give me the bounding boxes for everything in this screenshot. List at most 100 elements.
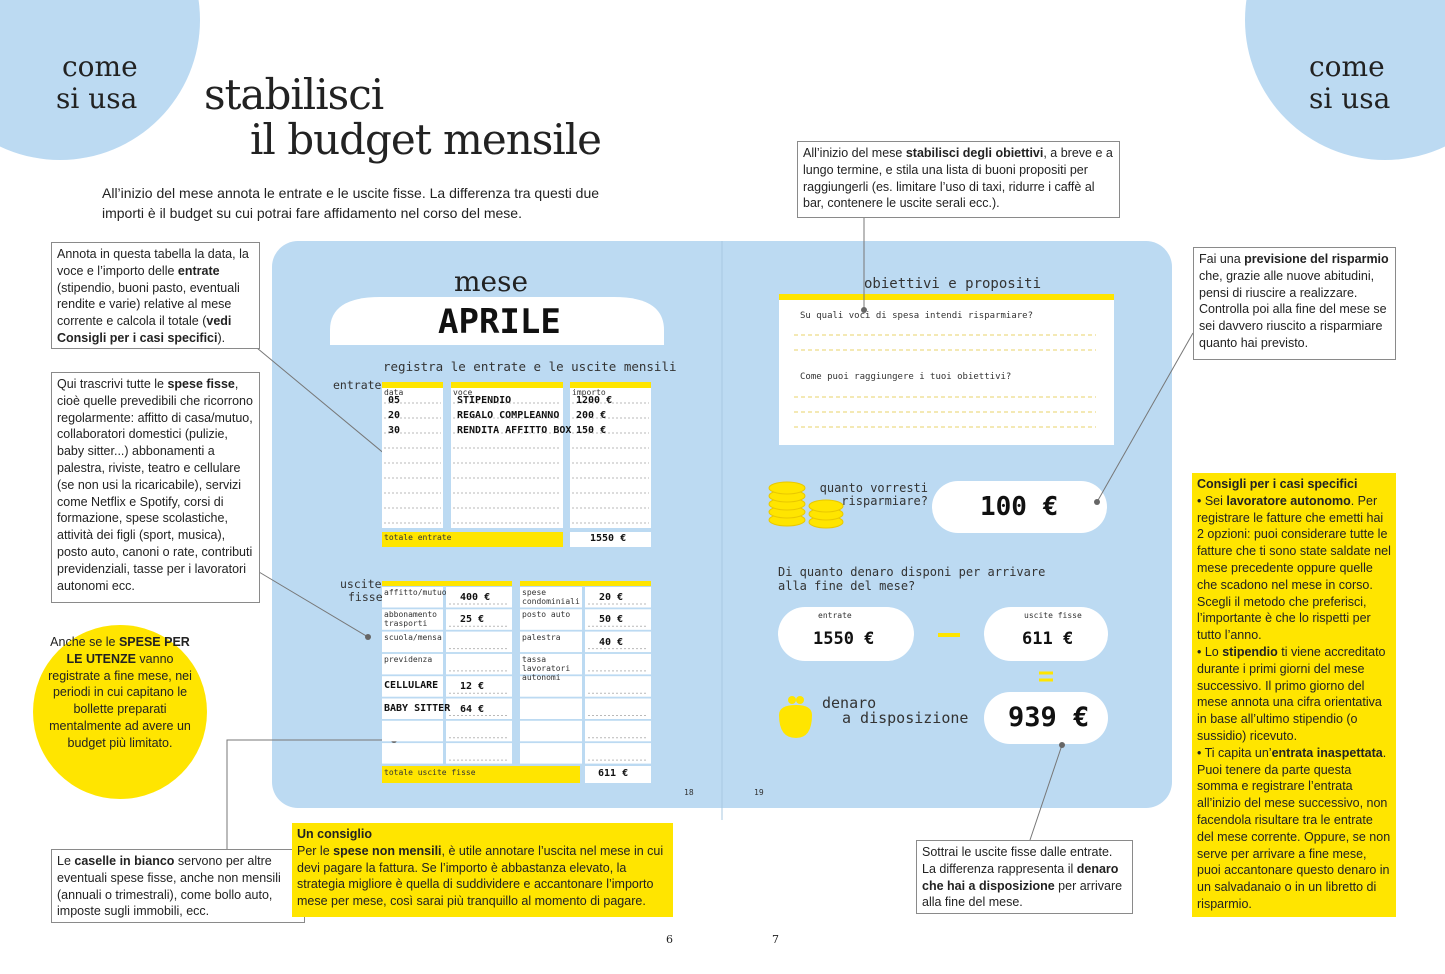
corner-label: come <box>62 50 138 83</box>
text: Fai una <box>1199 252 1245 266</box>
label-cell <box>520 720 582 742</box>
equals <box>1039 671 1053 682</box>
text: , a breve e a lungo termine, e stila una… <box>803 146 1113 211</box>
available-label: a disposizione <box>842 709 969 727</box>
text: che, grazie alle nuove abitudini, pensi … <box>1199 268 1387 350</box>
expense-amount: 20 € <box>599 592 624 603</box>
subtitle: registra le entrate e le uscite mensili <box>383 359 677 374</box>
pill-label: entrate <box>818 611 852 620</box>
corner-circle <box>1245 0 1445 160</box>
value-cell <box>585 631 651 653</box>
table-column <box>570 382 651 528</box>
pill <box>778 607 914 661</box>
value-cell <box>585 720 651 742</box>
table-header: voce <box>453 388 473 397</box>
value-cell <box>585 587 651 608</box>
value-cell <box>446 743 512 764</box>
table-header-bar <box>570 382 651 388</box>
cases-paragraph: • Ti capita un’entrata inaspettata. Puoi… <box>1197 745 1391 913</box>
value-cell <box>585 653 651 675</box>
total-value: 1550 € <box>590 533 627 544</box>
table-cell: 30 <box>388 425 401 436</box>
label-cell <box>382 720 443 742</box>
table-cell: STIPENDIO <box>457 395 512 406</box>
text: servono per altre eventuali spese fisse,… <box>57 854 281 919</box>
cases-paragraph: • Sei lavoratore autonomo. Per registrar… <box>1197 493 1391 644</box>
text: , cioè quelle prevedibili che ricorrono … <box>57 377 253 593</box>
table-header-bar <box>451 382 563 388</box>
month-pill <box>330 297 664 345</box>
month-label: mese <box>454 265 529 298</box>
text: • Ti capita un’ <box>1197 745 1272 760</box>
bold-text: lavoratore autonomo <box>1226 493 1351 508</box>
save-label: risparmiare? <box>841 494 928 508</box>
bold-text: denaro che hai a disposizione <box>922 861 1119 893</box>
value-cell <box>585 676 651 697</box>
corner-label: si usa <box>1309 82 1391 115</box>
goal-lines <box>794 334 1096 428</box>
table-header: data <box>384 388 404 397</box>
label-cell <box>520 631 582 653</box>
tip-text: Per le spese non mensili, è utile annota… <box>297 843 668 910</box>
text: • Lo <box>1197 644 1223 659</box>
tip-title: Un consiglio <box>297 827 372 841</box>
table-header: importo <box>572 388 606 397</box>
label-cell <box>382 587 443 608</box>
table-header-bar <box>382 581 512 586</box>
label-cell <box>520 653 582 675</box>
expense-amount: 12 € <box>460 681 485 693</box>
label-cell <box>520 676 582 697</box>
total-label: totale uscite fisse <box>384 768 476 777</box>
value-cell <box>446 587 512 608</box>
text: Le <box>57 854 75 868</box>
expense-label: spese condominiali <box>522 588 580 606</box>
text: ). <box>217 330 226 345</box>
goals-title: obiettivi e propositi <box>864 276 1042 292</box>
expense-label: previdenza <box>384 654 433 664</box>
callout: Sottrai le uscite fisse dalle entrate. L… <box>916 840 1133 914</box>
label-cell <box>382 631 443 653</box>
cases-title: Consigli per i casi specifici <box>1197 477 1358 491</box>
available-label: denaro <box>822 694 877 712</box>
question: Come puoi raggiungere i tuoi obiettivi? <box>800 372 1012 382</box>
text: ti viene accreditato durante i primi gio… <box>1197 644 1386 743</box>
corner-circle <box>0 0 200 160</box>
question: Su quali voci di spesa intendi risparmia… <box>800 311 1033 321</box>
pill <box>932 481 1107 533</box>
value-cell <box>446 698 512 719</box>
question: Di quanto denaro disponi per arrivare al… <box>778 565 1046 593</box>
expense-amount: 25 € <box>460 614 485 626</box>
save-label: quanto vorresti <box>819 481 928 495</box>
expense-label: posto auto <box>522 610 571 620</box>
page-number: 18 <box>684 788 694 797</box>
expense-amount: 400 € <box>460 592 491 603</box>
coins-icon <box>768 481 844 529</box>
label-cell <box>520 587 582 608</box>
value-cell <box>585 609 651 630</box>
value-cell <box>446 631 512 653</box>
text: Anche se le <box>50 635 119 649</box>
text: • Sei <box>1197 493 1227 508</box>
label-cell <box>382 698 443 719</box>
value-cell <box>446 653 512 675</box>
label-cell <box>520 743 582 764</box>
value-cell <box>585 743 651 764</box>
bold-text: SPESE PER LE UTENZE <box>66 635 190 666</box>
total-label: totale entrate <box>384 533 452 542</box>
expense-label: affitto/mutuo <box>384 588 447 597</box>
cases-paragraph: • Lo stipendio ti viene accreditato dura… <box>1197 644 1391 745</box>
table-cell: RENDITA AFFITTO BOX <box>457 425 572 436</box>
expense-amount: 50 € <box>599 614 624 626</box>
bold-text: stabilisci degli obiettivi <box>905 146 1044 160</box>
goals-bar <box>779 294 1114 300</box>
label-cell <box>382 609 443 630</box>
section-label: uscite <box>340 577 382 591</box>
bold-text: previsione del risparmio <box>1244 252 1389 266</box>
label-cell <box>520 698 582 719</box>
pill <box>984 692 1108 744</box>
save-amount: 100 € <box>980 492 1059 522</box>
expense-label: abbonamento trasporti <box>384 610 437 629</box>
page-number: 19 <box>754 788 764 797</box>
bold-text: spese non mensili <box>333 843 442 858</box>
